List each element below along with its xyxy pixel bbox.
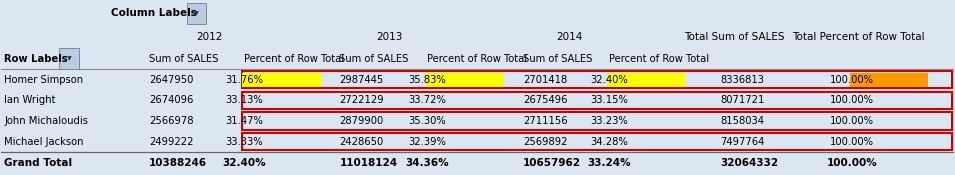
- Text: 31.76%: 31.76%: [225, 75, 264, 85]
- Text: 2012: 2012: [196, 32, 223, 42]
- Text: 2722129: 2722129: [339, 95, 384, 105]
- Text: Sum of SALES: Sum of SALES: [339, 54, 409, 64]
- Text: Percent of Row Total: Percent of Row Total: [244, 54, 345, 64]
- Text: 2879900: 2879900: [339, 116, 384, 126]
- Text: 2674096: 2674096: [149, 95, 193, 105]
- Text: 2711156: 2711156: [523, 116, 568, 126]
- Text: 34.36%: 34.36%: [405, 158, 449, 168]
- Text: Sum of SALES: Sum of SALES: [523, 54, 593, 64]
- Bar: [243, 71, 952, 88]
- Text: Row Labels: Row Labels: [4, 54, 68, 64]
- Bar: [850, 73, 928, 87]
- Text: 32064332: 32064332: [720, 158, 778, 168]
- Text: ▼: ▼: [67, 56, 72, 61]
- Text: 33.23%: 33.23%: [590, 116, 627, 126]
- Text: 2647950: 2647950: [149, 75, 193, 85]
- Text: 100.00%: 100.00%: [830, 137, 874, 147]
- Text: 2675496: 2675496: [523, 95, 567, 105]
- Text: 2428650: 2428650: [339, 137, 384, 147]
- Text: Sum of SALES: Sum of SALES: [149, 54, 219, 64]
- Text: 35.30%: 35.30%: [408, 116, 446, 126]
- Text: Column Labels: Column Labels: [111, 8, 197, 18]
- Text: Percent of Row Total: Percent of Row Total: [609, 54, 709, 64]
- Bar: [425, 73, 504, 87]
- Text: 10388246: 10388246: [149, 158, 207, 168]
- Text: 33.24%: 33.24%: [587, 158, 630, 168]
- Bar: [607, 73, 686, 87]
- Text: Homer Simpson: Homer Simpson: [4, 75, 83, 85]
- Text: 8071721: 8071721: [720, 95, 765, 105]
- Text: 2499222: 2499222: [149, 137, 194, 147]
- Text: Total Sum of SALES: Total Sum of SALES: [685, 32, 785, 42]
- Text: 7497764: 7497764: [720, 137, 765, 147]
- Text: 33.15%: 33.15%: [590, 95, 627, 105]
- Text: 32.40%: 32.40%: [223, 158, 266, 168]
- Text: 8336813: 8336813: [720, 75, 764, 85]
- Text: Total Percent of Row Total: Total Percent of Row Total: [792, 32, 924, 42]
- Text: Michael Jackson: Michael Jackson: [4, 137, 84, 147]
- Text: 2987445: 2987445: [339, 75, 384, 85]
- Text: 2569892: 2569892: [523, 137, 567, 147]
- Bar: [243, 92, 952, 109]
- Text: 8158034: 8158034: [720, 116, 764, 126]
- Bar: [187, 3, 206, 24]
- Bar: [243, 73, 321, 87]
- Bar: [243, 113, 952, 130]
- Text: John Michaloudis: John Michaloudis: [4, 116, 88, 126]
- Text: Percent of Row Total: Percent of Row Total: [427, 54, 527, 64]
- Text: 2701418: 2701418: [523, 75, 567, 85]
- Text: 31.47%: 31.47%: [225, 116, 264, 126]
- Text: ▼: ▼: [194, 11, 199, 16]
- Text: 32.40%: 32.40%: [590, 75, 627, 85]
- Bar: [243, 133, 952, 150]
- Text: 11018124: 11018124: [339, 158, 397, 168]
- Text: 33.33%: 33.33%: [225, 137, 263, 147]
- Text: 2566978: 2566978: [149, 116, 194, 126]
- Bar: [59, 48, 78, 69]
- Text: 32.39%: 32.39%: [408, 137, 446, 147]
- Text: 33.13%: 33.13%: [225, 95, 263, 105]
- Text: 2013: 2013: [376, 32, 403, 42]
- Text: 100.00%: 100.00%: [830, 116, 874, 126]
- Text: 100.00%: 100.00%: [830, 75, 874, 85]
- Text: 10657962: 10657962: [523, 158, 582, 168]
- Text: 2014: 2014: [557, 32, 584, 42]
- Text: Ian Wright: Ian Wright: [4, 95, 55, 105]
- Text: 100.00%: 100.00%: [826, 158, 877, 168]
- Text: 100.00%: 100.00%: [830, 95, 874, 105]
- Text: Grand Total: Grand Total: [4, 158, 73, 168]
- Text: 34.28%: 34.28%: [590, 137, 627, 147]
- Text: 33.72%: 33.72%: [408, 95, 446, 105]
- Text: 35.83%: 35.83%: [408, 75, 446, 85]
